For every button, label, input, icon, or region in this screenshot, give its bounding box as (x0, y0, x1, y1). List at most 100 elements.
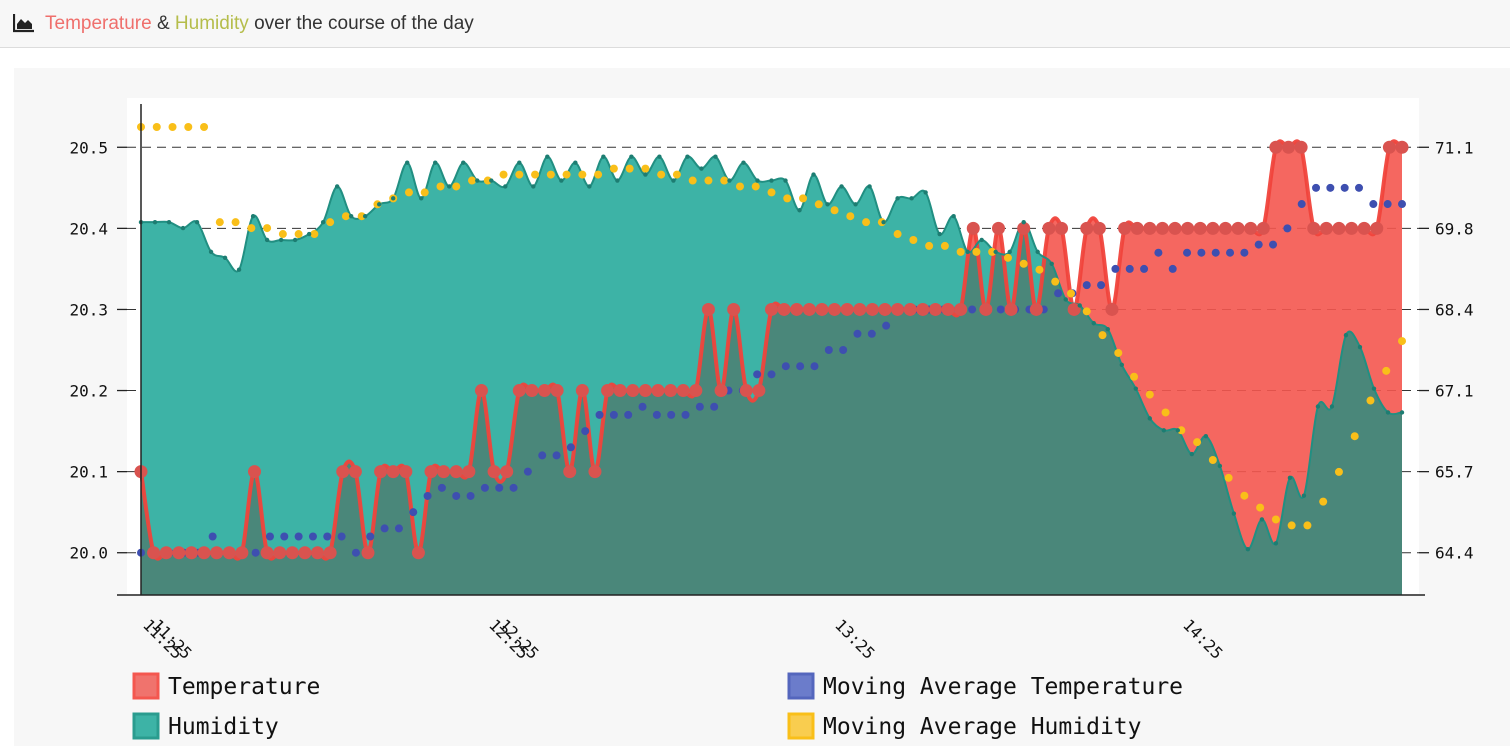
humidity-point[interactable] (1105, 326, 1110, 332)
moving-avg-humidity-point[interactable] (893, 230, 902, 239)
temperature-point[interactable] (941, 302, 955, 316)
moving-avg-humidity-point[interactable] (751, 182, 760, 191)
temperature-point[interactable] (336, 465, 350, 479)
humidity-point[interactable] (797, 208, 802, 213)
humidity-point[interactable] (1147, 416, 1153, 421)
moving-avg-humidity-point[interactable] (704, 176, 713, 185)
moving-avg-humidity-point[interactable] (1114, 348, 1123, 357)
humidity-point[interactable] (166, 219, 172, 225)
moving-avg-humidity-point[interactable] (735, 182, 744, 191)
humidity-point[interactable] (447, 184, 452, 189)
temperature-point[interactable] (954, 302, 968, 316)
moving-avg-temperature-point[interactable] (538, 451, 547, 460)
humidity-point[interactable] (1133, 386, 1138, 391)
humidity-point[interactable] (1399, 410, 1405, 415)
temperature-point[interactable] (739, 384, 753, 398)
humidity-point[interactable] (1245, 547, 1251, 552)
moving-avg-humidity-point[interactable] (452, 182, 461, 191)
temperature-point[interactable] (840, 302, 854, 316)
moving-avg-humidity-point[interactable] (1208, 456, 1217, 465)
moving-avg-temperature-point[interactable] (810, 362, 819, 371)
humidity-point[interactable] (264, 237, 270, 243)
humidity-point[interactable] (194, 219, 200, 225)
moving-avg-temperature-point[interactable] (1197, 248, 1206, 257)
moving-avg-temperature-point[interactable] (1398, 200, 1406, 209)
temperature-point[interactable] (1067, 302, 1081, 316)
humidity-point[interactable] (923, 190, 928, 195)
temperature-point[interactable] (361, 546, 375, 560)
humidity-point[interactable] (1077, 303, 1082, 308)
humidity-point[interactable] (937, 231, 942, 237)
moving-avg-temperature-point[interactable] (208, 532, 217, 541)
temperature-point[interactable] (1269, 140, 1283, 154)
humidity-point[interactable] (1273, 541, 1279, 546)
moving-avg-humidity-point[interactable] (468, 176, 477, 185)
temperature-point[interactable] (903, 302, 917, 316)
temperature-point[interactable] (714, 384, 728, 398)
moving-avg-humidity-point[interactable] (1193, 438, 1202, 447)
moving-avg-temperature-point[interactable] (1097, 281, 1106, 290)
humidity-point[interactable] (489, 178, 494, 183)
moving-avg-temperature-point[interactable] (380, 524, 389, 533)
moving-avg-temperature-point[interactable] (1211, 248, 1220, 257)
moving-avg-temperature-point[interactable] (437, 483, 446, 492)
temperature-point[interactable] (865, 302, 879, 316)
temperature-point[interactable] (1017, 221, 1031, 235)
moving-avg-humidity-point[interactable] (830, 206, 839, 215)
moving-avg-humidity-point[interactable] (1066, 289, 1075, 298)
humidity-point[interactable] (867, 184, 872, 189)
humidity-point[interactable] (545, 154, 550, 159)
temperature-point[interactable] (1218, 221, 1232, 235)
moving-avg-temperature-point[interactable] (1054, 289, 1063, 298)
moving-avg-humidity-point[interactable] (672, 170, 681, 179)
moving-avg-temperature-point[interactable] (280, 532, 289, 541)
moving-avg-temperature-point[interactable] (996, 305, 1005, 314)
moving-avg-humidity-point[interactable] (1224, 473, 1233, 482)
moving-avg-temperature-point[interactable] (652, 410, 661, 419)
moving-avg-temperature-point[interactable] (1340, 183, 1349, 192)
moving-avg-humidity-point[interactable] (1177, 426, 1186, 435)
temperature-point[interactable] (424, 465, 438, 479)
temperature-point[interactable] (1118, 221, 1132, 235)
humidity-point[interactable] (685, 154, 690, 159)
moving-avg-temperature-point[interactable] (1154, 248, 1163, 257)
humidity-point[interactable] (1119, 362, 1124, 368)
moving-avg-humidity-point[interactable] (1051, 277, 1060, 286)
humidity-point[interactable] (839, 184, 844, 189)
moving-avg-humidity-point[interactable] (1319, 497, 1328, 506)
humidity-point[interactable] (152, 219, 158, 225)
temperature-point[interactable] (1193, 221, 1207, 235)
humidity-point[interactable] (713, 154, 718, 159)
humidity-point[interactable] (208, 249, 214, 255)
temperature-point[interactable] (1080, 221, 1094, 235)
moving-avg-humidity-point[interactable] (814, 200, 823, 209)
moving-avg-temperature-point[interactable] (1254, 240, 1263, 249)
temperature-point[interactable] (449, 465, 463, 479)
temperature-point[interactable] (802, 302, 816, 316)
moving-avg-humidity-point[interactable] (168, 123, 177, 131)
moving-avg-humidity-point[interactable] (1019, 259, 1028, 268)
temperature-point[interactable] (828, 302, 842, 316)
humidity-point[interactable] (1287, 475, 1293, 481)
temperature-point[interactable] (348, 465, 362, 479)
moving-avg-temperature-point[interactable] (710, 402, 719, 411)
moving-avg-humidity-point[interactable] (657, 170, 666, 179)
moving-avg-temperature-point[interactable] (1383, 200, 1392, 209)
temperature-point[interactable] (1181, 221, 1195, 235)
humidity-point[interactable] (741, 160, 746, 165)
temperature-point[interactable] (172, 546, 186, 560)
humidity-point[interactable] (306, 231, 312, 237)
temperature-point[interactable] (790, 302, 804, 316)
moving-avg-humidity-point[interactable] (1098, 331, 1107, 340)
humidity-point[interactable] (671, 178, 676, 183)
moving-avg-humidity-point[interactable] (594, 170, 603, 179)
moving-avg-temperature-point[interactable] (351, 548, 360, 557)
humidity-point[interactable] (1329, 404, 1335, 409)
temperature-point[interactable] (1231, 221, 1245, 235)
moving-avg-temperature-point[interactable] (337, 532, 346, 541)
humidity-point[interactable] (362, 214, 368, 219)
moving-avg-humidity-point[interactable] (688, 176, 697, 185)
moving-avg-temperature-point[interactable] (1111, 264, 1120, 273)
moving-avg-temperature-point[interactable] (824, 346, 833, 354)
temperature-point[interactable] (991, 221, 1005, 235)
